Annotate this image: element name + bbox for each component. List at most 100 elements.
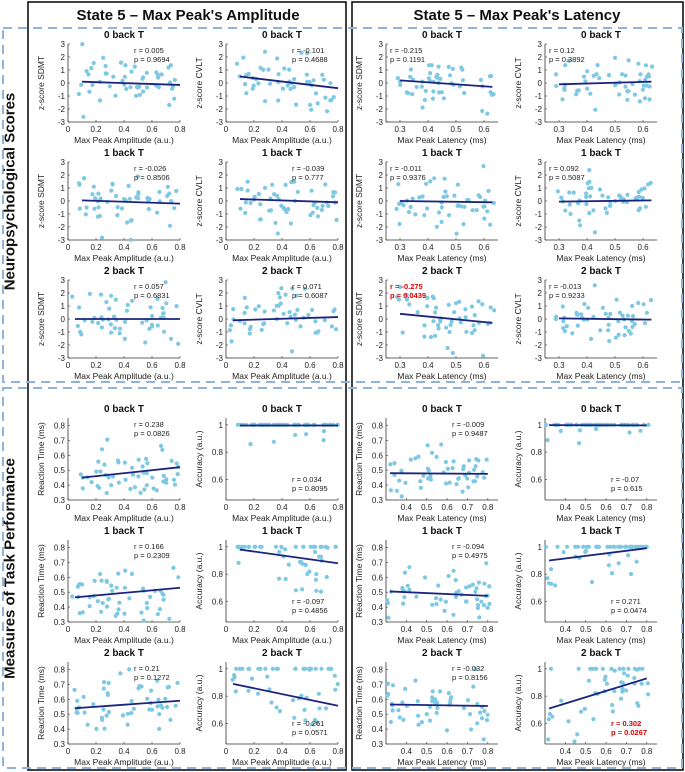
data-point: [629, 571, 634, 577]
data-point: [307, 666, 312, 671]
x-tick-label: 0: [224, 125, 229, 134]
y-tick-label: 1: [61, 66, 66, 75]
data-point: [554, 72, 559, 77]
y-tick-label: 2: [538, 289, 543, 298]
y-tick-label: -1: [535, 210, 543, 219]
data-point: [439, 442, 444, 447]
data-point: [253, 307, 258, 312]
data-point: [309, 107, 314, 112]
data-point: [612, 689, 617, 694]
data-point: [626, 58, 631, 63]
data-point: [98, 196, 103, 201]
data-point: [563, 63, 568, 68]
data-point: [385, 681, 391, 686]
data-point: [477, 615, 482, 620]
y-tick-label: 0.5: [54, 710, 66, 719]
regression-line: [390, 472, 488, 475]
y-tick-label: 0: [61, 197, 66, 206]
data-point: [414, 84, 419, 89]
data-point: [109, 293, 114, 298]
data-point: [141, 89, 146, 94]
data-point: [116, 571, 121, 576]
data-point: [397, 221, 402, 227]
data-point: [554, 83, 559, 89]
data-point: [123, 477, 128, 482]
data-point: [600, 193, 605, 198]
y-tick-label: 3: [379, 276, 384, 285]
data-point: [576, 666, 581, 671]
x-tick-label: 0.2: [90, 747, 102, 756]
y-axis-label: Accuracy (a.u.): [513, 430, 523, 487]
data-point: [636, 544, 641, 549]
x-tick-label: 0.6: [304, 747, 316, 756]
data-point: [415, 310, 420, 315]
data-point: [246, 71, 251, 76]
data-point: [228, 323, 233, 328]
data-point: [445, 345, 450, 351]
data-point: [321, 77, 326, 82]
data-point: [405, 583, 410, 588]
data-point: [247, 666, 252, 671]
data-point: [109, 330, 114, 335]
x-tick-label: 0: [224, 503, 229, 512]
data-point: [589, 336, 594, 341]
data-point: [161, 597, 166, 602]
data-point: [426, 76, 432, 81]
data-point: [576, 544, 581, 549]
x-tick-label: 0.7: [462, 503, 474, 512]
y-tick-label: -2: [376, 341, 384, 350]
panel-title: 0 back T: [581, 404, 621, 415]
data-point: [174, 461, 179, 466]
data-point: [488, 90, 493, 95]
x-axis-label: Max Peak Latency (ms): [556, 513, 645, 523]
data-point: [126, 183, 131, 188]
data-point: [606, 563, 612, 568]
data-point: [451, 568, 456, 573]
data-point: [99, 609, 104, 614]
y-tick-label: 3: [538, 158, 543, 167]
x-tick-label: 0.4: [118, 361, 130, 370]
y-axis-label: Reaction Time (ms): [36, 544, 46, 618]
y-axis-label: z-score SDMT: [354, 56, 364, 110]
data-point: [332, 307, 337, 312]
stat-text: p = 0.9233: [549, 291, 585, 300]
data-point: [452, 193, 457, 198]
data-point: [125, 302, 130, 308]
data-point: [456, 589, 461, 594]
data-point: [89, 66, 94, 71]
data-point: [144, 456, 149, 461]
data-point: [163, 696, 168, 701]
x-tick-label: 0: [224, 747, 229, 756]
x-tick-label: 0.3: [394, 243, 406, 252]
data-point: [167, 191, 172, 196]
x-tick-label: 0.6: [146, 747, 158, 756]
y-tick-label: 0.3: [372, 496, 384, 505]
x-tick-label: 0.4: [118, 503, 130, 512]
data-point: [473, 667, 478, 672]
data-point: [435, 72, 440, 77]
data-point: [293, 432, 298, 438]
data-point: [566, 719, 571, 724]
data-point: [275, 193, 280, 198]
data-point: [456, 203, 461, 208]
data-point: [135, 174, 140, 179]
data-point: [81, 114, 86, 119]
data-point: [165, 704, 170, 710]
y-tick-label: -1: [58, 92, 66, 101]
data-point: [630, 314, 636, 319]
x-tick-label: 0.8: [332, 503, 344, 512]
regression-line: [558, 199, 652, 203]
data-point: [444, 325, 449, 330]
x-tick-label: 0.5: [421, 625, 433, 634]
data-point: [478, 194, 483, 200]
data-point: [565, 544, 570, 549]
data-point: [263, 666, 268, 671]
x-tick-label: 0: [66, 125, 71, 134]
data-point: [598, 328, 603, 333]
regression-line: [81, 80, 181, 86]
stat-text: p = 0.0826: [134, 429, 170, 438]
data-point: [107, 84, 112, 89]
data-point: [161, 592, 166, 597]
data-point: [434, 710, 439, 716]
data-point: [271, 308, 276, 313]
